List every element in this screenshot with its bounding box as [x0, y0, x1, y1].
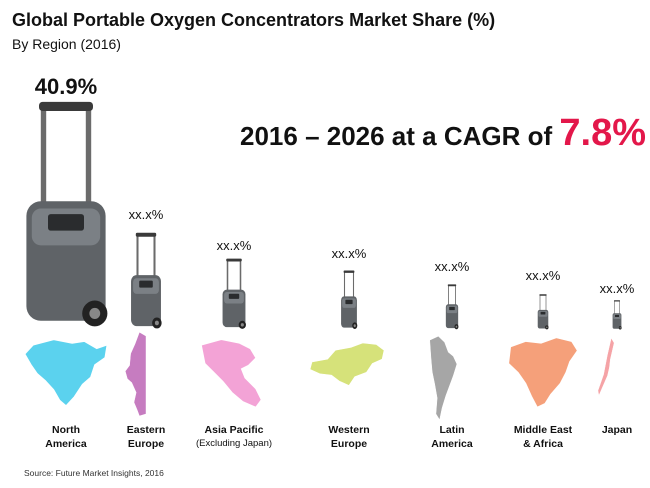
cagr-prefix: 2016 – 2026 at a CAGR of — [240, 121, 553, 151]
value-label: xx.x% — [599, 281, 635, 296]
middle-east-africa-map-icon — [508, 337, 578, 408]
region-name-line1: Eastern — [126, 424, 166, 436]
region-label: North America — [11, 423, 121, 451]
value-label: 40.9% — [34, 74, 98, 99]
north-america-map-icon — [24, 339, 108, 407]
region-name-line1: Middle East — [513, 424, 573, 436]
region-name-line1: Japan — [601, 424, 633, 436]
value-label: xx.x% — [216, 238, 252, 253]
value-label: xx.x% — [525, 268, 561, 283]
oxygen-concentrator-icon — [612, 300, 622, 330]
cagr-value: 7.8% — [559, 112, 647, 154]
oxygen-concentrator-icon — [537, 294, 549, 330]
oxygen-concentrator-icon — [341, 270, 358, 330]
region-label: Middle East & Africa — [488, 423, 598, 451]
oxygen-concentrator-icon — [26, 101, 108, 327]
region-name-line2: Europe — [127, 438, 165, 450]
asia-pacific-map-icon — [201, 339, 262, 408]
chart-title: Global Portable Oxygen Concentrators Mar… — [12, 10, 496, 30]
value-label: xx.x% — [434, 259, 470, 274]
latin-america-map-icon — [429, 335, 458, 421]
region-subtitle: (Excluding Japan) — [195, 438, 273, 449]
eastern-europe-map-icon — [124, 331, 147, 417]
oxygen-concentrator-icon — [131, 232, 162, 329]
region-name-line2: America — [431, 438, 473, 450]
region-label: Western Europe — [294, 423, 404, 451]
region-label: Asia Pacific (Excluding Japan) — [179, 423, 289, 451]
cagr-callout: 2016 – 2026 at a CAGR of 7.8% — [240, 112, 646, 155]
value-label: xx.x% — [128, 207, 164, 222]
value-label: xx.x% — [331, 246, 367, 261]
region-name-line1: Western — [328, 424, 370, 436]
japan-map-icon — [597, 337, 615, 397]
region-name-line1: Asia Pacific — [204, 424, 264, 436]
oxygen-concentrator-icon — [222, 258, 246, 329]
region-name-line1: Latin — [439, 424, 465, 436]
oxygen-concentrator-icon — [445, 284, 459, 330]
region-name-line1: North — [52, 424, 80, 436]
western-europe-map-icon — [309, 342, 385, 386]
source-note: Source: Future Market Insights, 2016 — [24, 468, 164, 478]
region-label: Latin America — [397, 423, 507, 451]
region-name-line2: Europe — [330, 438, 368, 450]
region-name-line2: & Africa — [523, 438, 563, 450]
chart-subtitle: By Region (2016) — [12, 36, 121, 52]
region-label: Japan — [562, 423, 650, 437]
region-name-line2: America — [45, 438, 87, 450]
region-label: Eastern Europe — [91, 423, 201, 451]
